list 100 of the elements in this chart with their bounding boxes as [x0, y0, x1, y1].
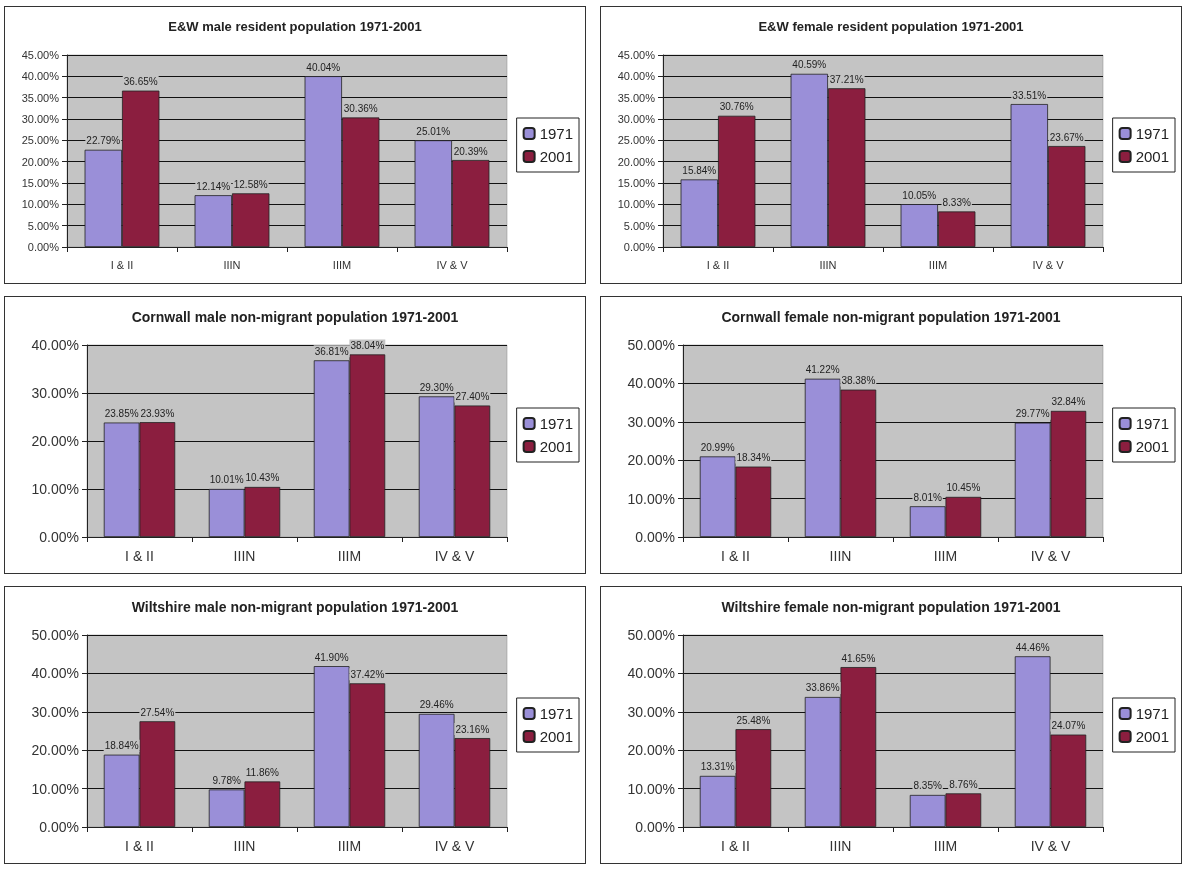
y-tick-label: 50.00%: [627, 337, 675, 353]
chart-title: E&W female resident population 1971-2001: [758, 19, 1024, 34]
x-tick-label: I & II: [706, 258, 730, 271]
y-tick-label: 0.00%: [635, 529, 675, 545]
data-label: 44.46%: [1015, 641, 1050, 653]
y-tick-label: 20.00%: [627, 452, 675, 469]
x-tick-label: IIIN: [223, 258, 241, 271]
y-tick-label: 0.00%: [27, 241, 60, 253]
data-label: 29.46%: [419, 699, 454, 711]
y-tick-label: 45.00%: [21, 49, 60, 61]
data-label: 37.42%: [350, 668, 385, 680]
data-label: 23.85%: [104, 408, 139, 420]
data-label: 18.34%: [736, 452, 771, 464]
x-tick-label: IV & V: [434, 838, 475, 854]
y-tick-label: 25.00%: [21, 134, 60, 147]
y-tick-label: 20.00%: [617, 155, 656, 168]
data-label: 23.16%: [455, 723, 490, 735]
x-tick-label: I & II: [721, 548, 750, 564]
legend-label: 1971: [1135, 705, 1170, 722]
chart-title: Cornwall female non-migrant population 1971-2001: [721, 309, 1061, 325]
x-tick-label: I & II: [110, 258, 134, 271]
y-tick-label: 30.00%: [627, 703, 675, 720]
x-tick-label: IIIM: [928, 258, 948, 271]
x-tick-label: I & II: [125, 838, 154, 854]
legend-label: 1971: [539, 415, 574, 432]
data-label: 37.21%: [829, 73, 864, 85]
x-tick-label: IV & V: [434, 548, 475, 564]
y-tick-label: 0.00%: [39, 529, 79, 545]
x-tick-label: IV & V: [1030, 548, 1071, 564]
y-tick-label: 10.00%: [31, 780, 79, 797]
data-label: 11.86%: [245, 766, 280, 778]
data-label: 41.90%: [314, 651, 349, 663]
data-label: 23.67%: [1049, 131, 1084, 143]
data-label: 29.30%: [419, 381, 454, 393]
data-label: 9.78%: [212, 774, 241, 786]
y-tick-label: 30.00%: [627, 413, 675, 430]
data-label: 20.39%: [453, 145, 488, 157]
x-tick-label: IIIN: [233, 548, 256, 564]
x-tick-label: IV & V: [436, 258, 469, 271]
data-label: 8.35%: [913, 780, 942, 792]
data-label: 8.76%: [949, 778, 978, 790]
y-tick-label: 0.00%: [623, 241, 656, 253]
y-tick-label: 10.00%: [31, 481, 79, 497]
x-tick-label: IIIM: [933, 838, 958, 854]
y-tick-label: 10.00%: [627, 490, 675, 507]
x-tick-label: IIIM: [933, 548, 958, 564]
y-tick-label: 15.00%: [21, 177, 60, 189]
data-label: 40.04%: [306, 61, 341, 73]
y-tick-label: 25.00%: [617, 134, 656, 147]
legend-label: 1971: [1135, 415, 1170, 432]
y-tick-label: 45.00%: [617, 49, 656, 61]
x-tick-label: IV & V: [1030, 838, 1071, 854]
data-label: 40.59%: [792, 59, 827, 71]
data-label: 27.54%: [140, 706, 175, 718]
data-label: 10.01%: [209, 474, 244, 486]
y-tick-label: 30.00%: [31, 703, 79, 720]
data-label: 30.36%: [343, 102, 378, 114]
legend-label: 2001: [1135, 148, 1170, 165]
y-tick-label: 35.00%: [617, 91, 656, 104]
legend-label: 2001: [539, 728, 574, 745]
y-tick-label: 20.00%: [31, 742, 79, 759]
data-label: 30.76%: [719, 101, 754, 113]
y-tick-label: 40.00%: [31, 337, 79, 353]
data-label: 8.01%: [913, 491, 942, 503]
data-label: 23.93%: [140, 407, 175, 419]
y-tick-label: 5.00%: [623, 219, 656, 232]
y-tick-label: 0.00%: [635, 819, 675, 835]
data-label: 41.65%: [841, 652, 876, 664]
data-label: 36.65%: [123, 76, 158, 88]
y-tick-label: 35.00%: [21, 91, 60, 104]
data-label: 10.05%: [902, 189, 937, 201]
legend-label: 2001: [539, 148, 574, 165]
data-label: 25.01%: [416, 125, 451, 137]
y-tick-label: 10.00%: [21, 198, 60, 211]
y-tick-label: 40.00%: [21, 70, 60, 83]
y-tick-label: 50.00%: [627, 627, 675, 643]
chart-title: Wiltshire female non-migrant population 1971-2001: [721, 599, 1061, 615]
data-label: 24.07%: [1051, 720, 1086, 732]
y-tick-label: 20.00%: [31, 433, 79, 449]
data-label: 12.14%: [196, 180, 231, 192]
legend-label: 1971: [539, 125, 574, 142]
y-tick-label: 10.00%: [617, 198, 656, 211]
data-label: 41.22%: [805, 364, 840, 376]
y-tick-label: 5.00%: [27, 219, 60, 232]
data-label: 18.84%: [104, 740, 139, 752]
data-label: 29.77%: [1015, 408, 1050, 420]
legend-label: 2001: [539, 438, 574, 455]
x-tick-label: IIIN: [829, 548, 852, 564]
data-label: 22.79%: [86, 135, 121, 147]
data-label: 25.48%: [736, 714, 771, 726]
x-tick-label: I & II: [125, 548, 154, 564]
y-tick-label: 40.00%: [31, 665, 79, 682]
legend-label: 2001: [1135, 438, 1170, 455]
data-label: 10.45%: [946, 482, 981, 494]
y-tick-label: 40.00%: [627, 375, 675, 392]
legend-label: 1971: [1135, 125, 1170, 142]
legend-label: 2001: [1135, 728, 1170, 745]
x-tick-label: IIIN: [233, 838, 256, 854]
x-tick-label: IIIM: [337, 548, 362, 564]
y-tick-label: 50.00%: [31, 627, 79, 643]
